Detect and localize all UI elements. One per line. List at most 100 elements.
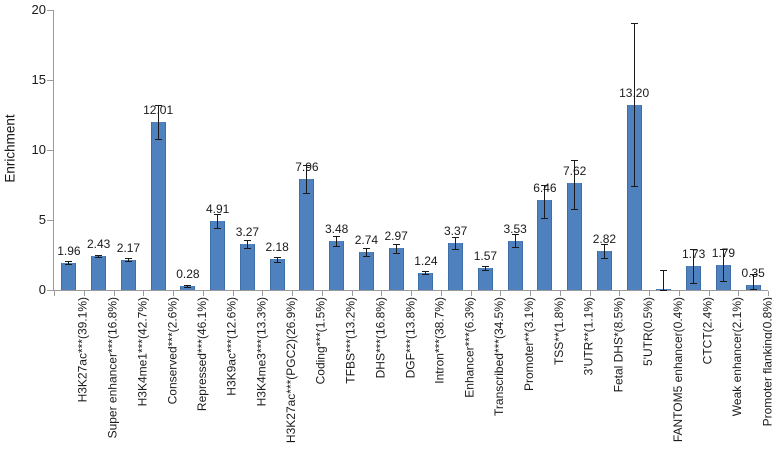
bar-value-label: 0.35 [741, 266, 765, 281]
error-bar-cap-top [481, 266, 489, 268]
x-axis-tick [351, 291, 353, 296]
x-category-label: H3K9ac***(12.6%) [224, 297, 239, 396]
bar-value-label: 3.27 [235, 225, 260, 240]
error-bar-line [455, 236, 457, 249]
x-axis-tick [83, 291, 85, 296]
x-category-label: DHS***(16.8%) [373, 297, 388, 379]
error-bar-line [336, 236, 338, 247]
x-axis-tick [232, 291, 234, 296]
bar [477, 268, 493, 290]
error-bar-cap-top [630, 23, 638, 25]
error-bar-cap-bottom [422, 274, 430, 276]
error-bar-cap-bottom [154, 139, 162, 141]
error-bar-cap-top [184, 285, 192, 287]
bar-value-label: 0.28 [176, 267, 200, 282]
error-bar-cap-bottom [124, 261, 132, 263]
x-axis-tick [738, 291, 740, 296]
error-bar-cap-top [511, 233, 519, 235]
x-axis-tick [708, 291, 710, 296]
x-category-label: Intron***(38.7%) [432, 297, 447, 384]
x-axis-tick [768, 291, 769, 296]
bar-value-label: 7.62 [562, 164, 587, 179]
error-bar-cap-bottom [452, 248, 460, 250]
bar [388, 248, 404, 290]
x-axis-tick [173, 291, 174, 296]
error-bar-cap-top [124, 258, 132, 260]
bar-value-label: 1.24 [414, 253, 438, 268]
error-bar-cap-top [541, 184, 549, 186]
error-bar-line [633, 23, 635, 187]
error-bar-cap-bottom [571, 208, 579, 210]
error-bar-line [722, 248, 724, 282]
x-category-label: Promoter**(3.1%) [522, 297, 537, 392]
bar-value-label: 1.57 [473, 249, 498, 264]
error-bar-line [68, 261, 70, 264]
bar-value-label: 7.96 [295, 159, 319, 174]
error-bar-line [127, 258, 129, 262]
error-bar-cap-bottom [690, 282, 698, 284]
y-axis-tick-label: 0 [38, 282, 46, 297]
bar [120, 259, 136, 290]
error-bar-line [395, 243, 397, 254]
bar-value-label: 2.97 [384, 229, 408, 244]
bar [448, 242, 464, 290]
error-bar-line [276, 257, 278, 262]
error-bar-cap-top [65, 261, 73, 263]
bar-value-label: 2.18 [265, 240, 289, 255]
x-axis-tick [113, 291, 115, 296]
error-bar-line [514, 233, 516, 248]
error-bar-cap-bottom [511, 247, 519, 249]
error-bar-cap-bottom [541, 217, 549, 219]
error-bar-cap-bottom [362, 255, 370, 257]
y-axis-tick [47, 10, 53, 11]
x-axis-tick [321, 291, 323, 296]
bar-value-label: 12.01 [143, 102, 174, 117]
x-axis-tick [619, 291, 621, 296]
bar-value-label: 2.43 [86, 236, 111, 251]
y-axis-tick [47, 150, 53, 151]
error-bar-cap-bottom [600, 257, 608, 259]
x-category-label: CTCT(2.4%) [700, 297, 715, 365]
error-bar-cap-top [452, 236, 460, 238]
bar-value-label: 6.46 [533, 180, 557, 195]
y-axis-tick-label: 15 [31, 72, 46, 87]
x-category-label: FANTOM5 enhancer(0.4%) [670, 297, 685, 443]
bar [239, 244, 255, 290]
error-bar-cap-top [154, 105, 162, 107]
error-bar-cap-bottom [65, 263, 73, 265]
x-axis-tick [54, 291, 55, 296]
x-category-label: H3K27ac***(PGC2)(26.9%) [284, 297, 299, 444]
error-bar-cap-top [571, 159, 579, 161]
error-bar-cap-bottom [333, 246, 341, 248]
error-bar-cap-top [362, 247, 370, 249]
error-bar-cap-top [749, 273, 757, 275]
error-bar-line [693, 248, 695, 283]
x-axis-tick [559, 291, 561, 296]
bar [507, 240, 523, 290]
error-bar-cap-top [273, 257, 281, 259]
x-axis-tick [589, 291, 591, 296]
error-bar-cap-bottom [660, 289, 668, 291]
y-axis-tick-label: 20 [31, 2, 46, 17]
x-category-label: H3K27ac***(39.1%) [75, 297, 90, 403]
x-axis-tick [440, 291, 442, 296]
x-axis-line [54, 290, 768, 291]
x-category-label: DGF***(13.8%) [403, 297, 418, 379]
error-bar-cap-bottom [243, 247, 251, 249]
bar-value-label: 3.48 [324, 222, 349, 237]
y-axis-line [53, 10, 54, 291]
error-bar-line [574, 159, 576, 209]
error-bar-cap-top [600, 243, 608, 245]
x-axis-tick [381, 291, 383, 296]
x-axis-tick [470, 291, 472, 296]
bar [150, 121, 166, 290]
bar-value-label: 2.74 [354, 232, 379, 247]
error-bar-cap-top [303, 165, 311, 167]
bar [269, 259, 285, 290]
x-axis-tick [292, 291, 293, 296]
bar [61, 262, 77, 290]
x-category-label: TFBS***(13.2%) [343, 297, 358, 384]
bar-value-label: 1.96 [57, 243, 81, 258]
error-bar-cap-top [660, 270, 668, 272]
error-bar-cap-top [95, 254, 103, 256]
